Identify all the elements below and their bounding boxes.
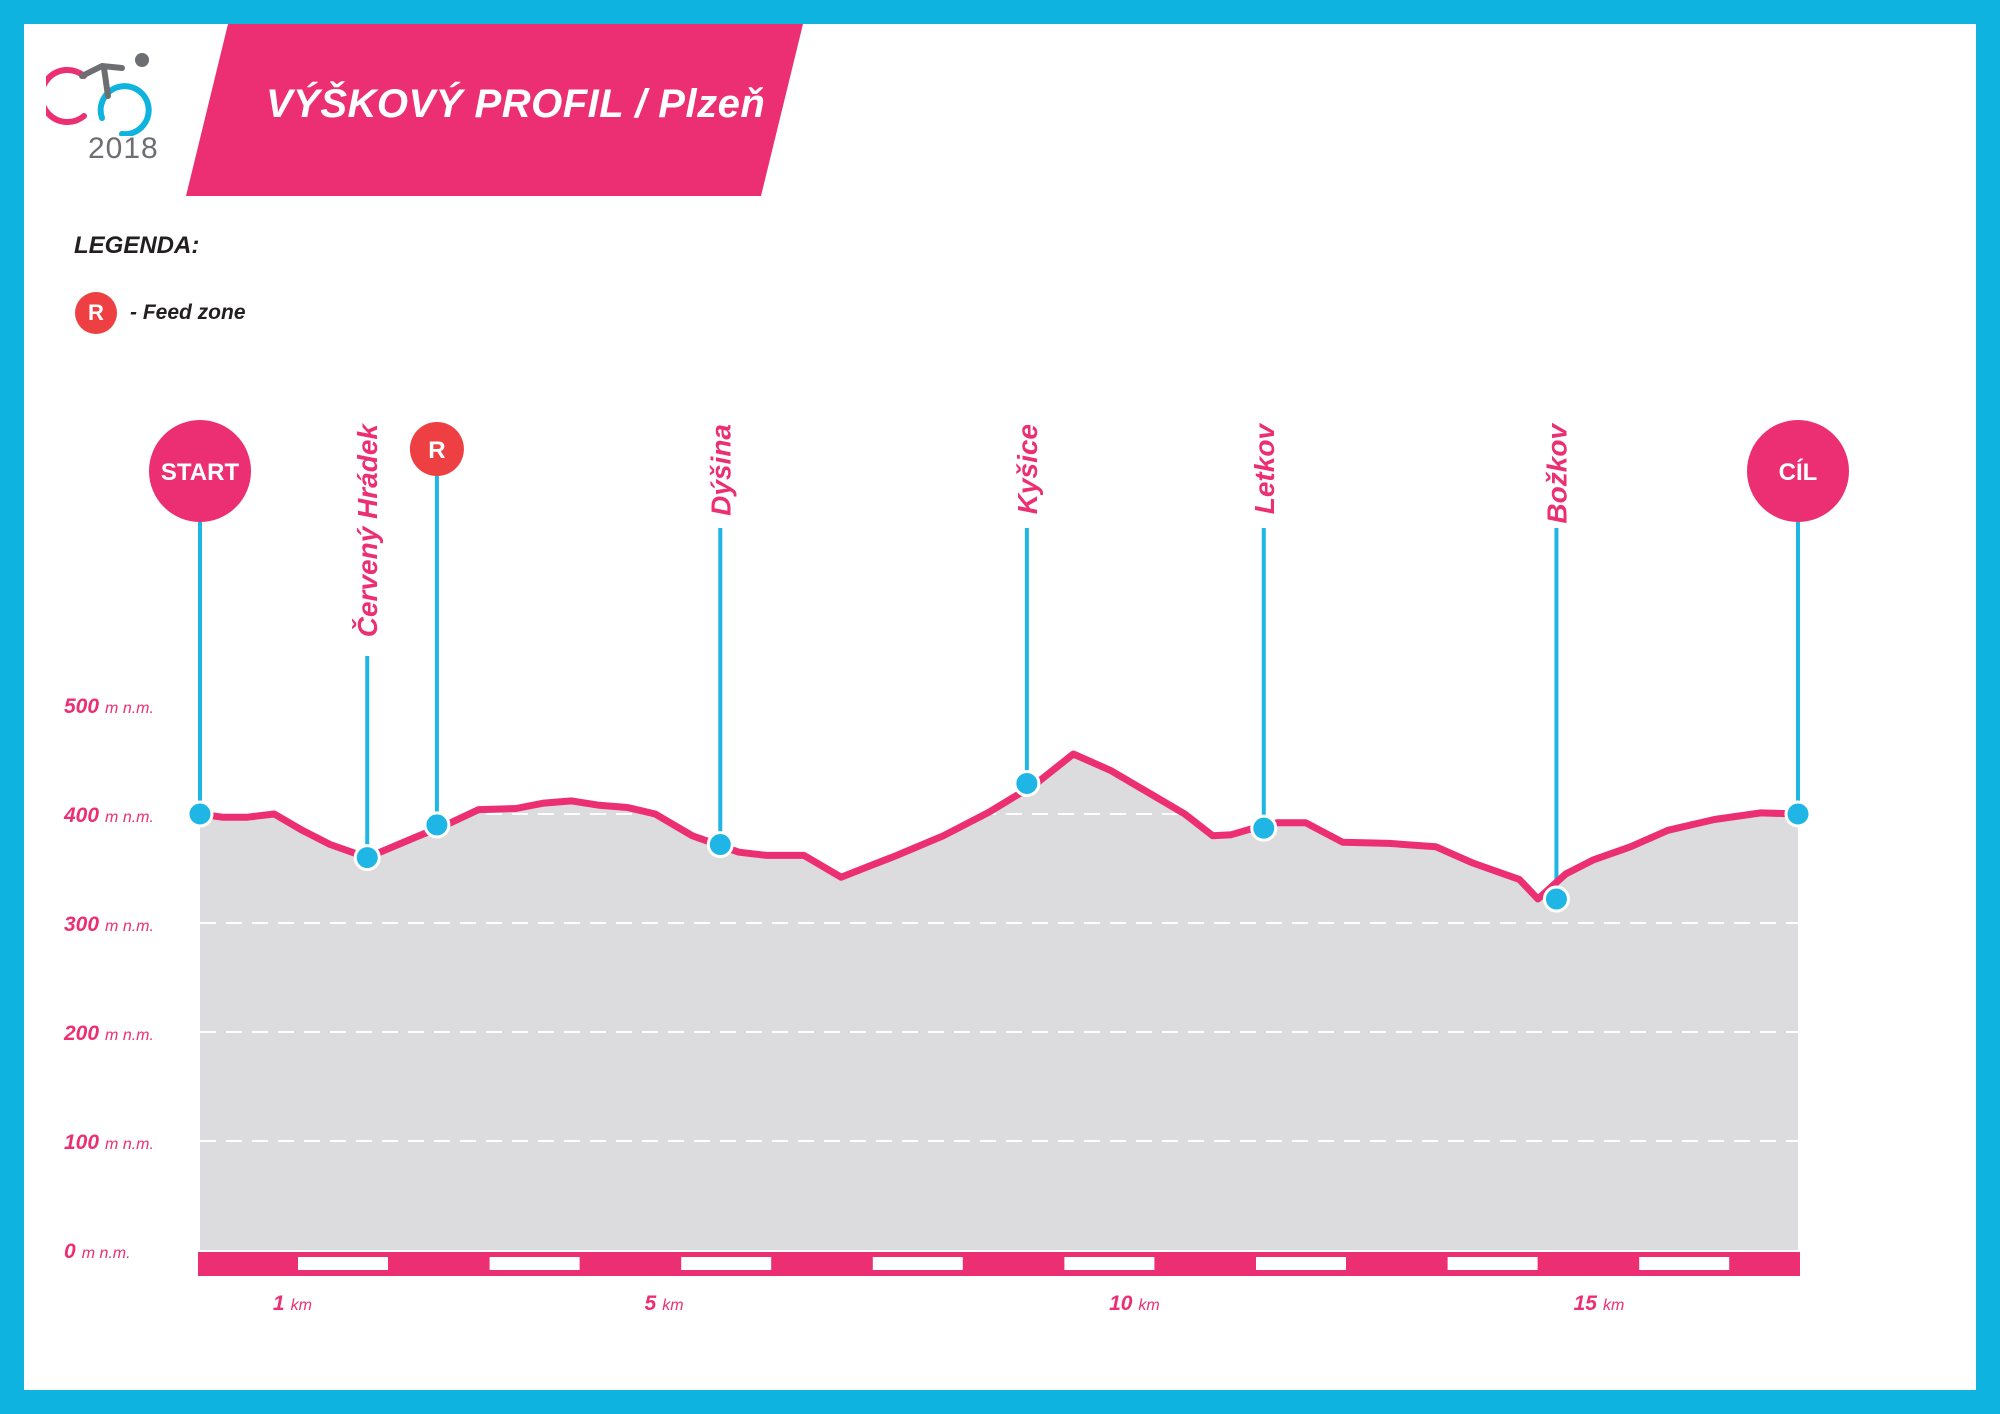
x-tick-value: 15 <box>1574 1292 1598 1315</box>
km-bar-segment <box>872 1257 963 1270</box>
x-tick-label: 15 km <box>1574 1292 1625 1315</box>
x-tick-value: 1 <box>273 1292 285 1315</box>
x-tick-label: 5 km <box>645 1292 684 1315</box>
y-tick-label: 300 m n.m. <box>64 913 154 936</box>
y-tick-value: 400 <box>63 804 99 827</box>
finish-label: CÍL <box>1779 458 1818 486</box>
feed-zone-label: - Feed zone <box>130 301 246 324</box>
legend-title: LEGENDA: <box>74 232 200 259</box>
x-tick-value: 10 <box>1109 1292 1133 1315</box>
x-tick-unit: km <box>291 1297 312 1314</box>
page-title: VÝŠKOVÝ PROFIL / Plzeň <box>266 82 766 126</box>
start-label: START <box>161 459 240 486</box>
title-banner: VÝŠKOVÝ PROFIL / Plzeň <box>186 24 803 196</box>
start-circle <box>149 420 251 522</box>
x-tick-unit: km <box>1138 1297 1159 1314</box>
y-tick-label: 400 m n.m. <box>63 804 154 827</box>
y-tick-value: 500 <box>64 695 99 718</box>
feed-zone-marker-label: R <box>428 437 445 464</box>
km-bar-segment <box>1256 1257 1346 1270</box>
waypoint-marker <box>423 811 451 839</box>
feed-zone-badge: R <box>75 292 117 334</box>
waypoint-marker <box>1250 814 1278 842</box>
y-tick-unit: m n.m. <box>105 918 154 935</box>
y-tick-unit: m n.m. <box>105 809 154 826</box>
waypoint-marker <box>706 831 734 859</box>
y-tick-value: 100 <box>64 1131 99 1154</box>
y-tick-unit: m n.m. <box>105 1136 154 1153</box>
km-bar <box>198 1252 1800 1276</box>
y-tick-label: 200 m n.m. <box>63 1022 154 1045</box>
km-bar-segment <box>1639 1257 1730 1270</box>
finish-circle <box>1747 420 1849 522</box>
y-tick-unit: m n.m. <box>105 700 154 717</box>
waypoint-marker <box>1542 885 1570 913</box>
y-tick-unit: m n.m. <box>82 1245 131 1262</box>
logo-year: 2018 <box>88 132 159 165</box>
waypoint-label: Červený Hrádek <box>351 423 383 638</box>
waypoint-label: Letkov <box>1249 423 1280 515</box>
x-tick-label: 10 km <box>1109 1292 1160 1315</box>
y-tick-label: 0 m n.m. <box>64 1240 131 1263</box>
y-tick-value: 200 <box>63 1022 99 1045</box>
profile-area <box>200 754 1798 1250</box>
waypoint-marker <box>1784 800 1812 828</box>
km-bar-segment <box>1064 1257 1155 1270</box>
y-tick-value: 300 <box>64 913 99 936</box>
x-tick-unit: km <box>1603 1297 1624 1314</box>
title-banner-shape <box>186 24 803 196</box>
waypoint-label: Božkov <box>1541 423 1572 524</box>
km-bar-segment <box>681 1257 772 1270</box>
km-bar-segment <box>1447 1257 1538 1270</box>
y-tick-value: 0 <box>64 1240 76 1263</box>
x-tick-label: 1 km <box>273 1292 312 1315</box>
y-tick-label: 500 m n.m. <box>64 695 154 718</box>
feed-zone-circle <box>409 422 464 476</box>
waypoint-marker <box>186 800 214 828</box>
y-tick-unit: m n.m. <box>105 1027 154 1044</box>
waypoint-marker <box>1013 769 1041 797</box>
event-logo: 2018 <box>38 46 166 176</box>
y-tick-label: 100 m n.m. <box>64 1131 154 1154</box>
x-tick-value: 5 <box>645 1292 657 1315</box>
km-bar-segment <box>489 1257 580 1270</box>
waypoint-label: Dýšina <box>705 424 736 516</box>
waypoint-label: Kyšice <box>1012 424 1043 514</box>
waypoint-marker <box>353 844 381 872</box>
x-tick-unit: km <box>662 1297 683 1314</box>
km-bar-segment <box>298 1257 388 1270</box>
